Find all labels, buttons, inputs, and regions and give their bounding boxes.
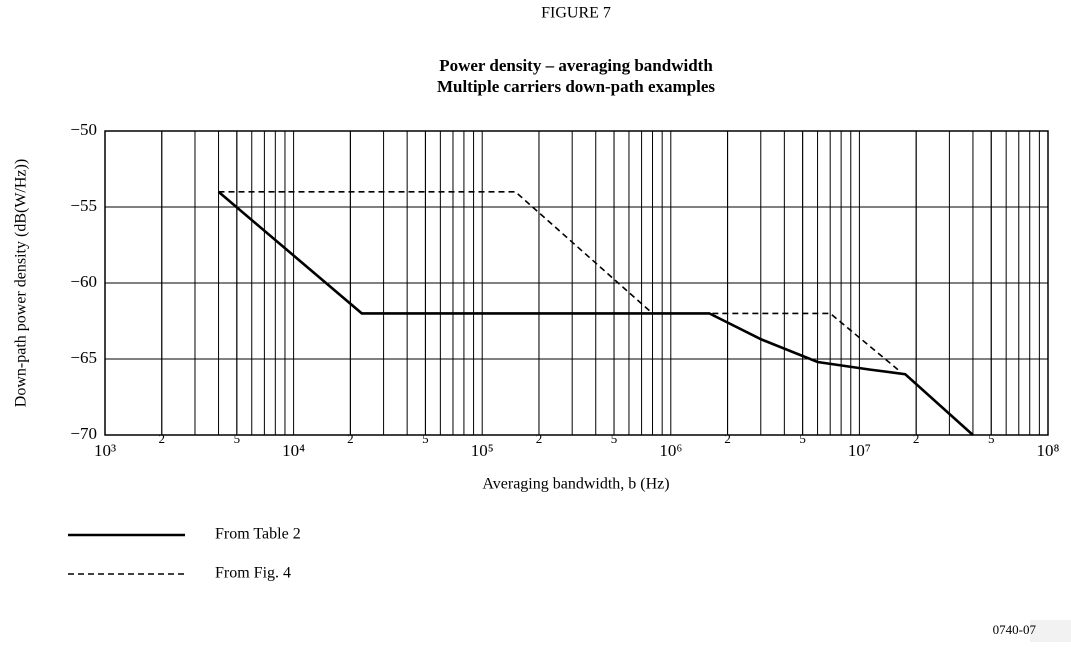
x-tick-label: 5	[422, 431, 429, 446]
figure-code: 0740-07	[993, 622, 1037, 637]
series-line	[217, 190, 974, 436]
chart-title: Power density – averaging bandwidth	[439, 56, 713, 75]
x-tick-label: 10⁴	[282, 441, 305, 460]
x-tick-label: 2	[913, 431, 920, 446]
x-tick-label: 5	[234, 431, 241, 446]
chart-subtitle: Multiple carriers down-path examples	[437, 77, 715, 96]
x-tick-label: 10⁶	[659, 441, 682, 460]
code-box	[1030, 620, 1071, 642]
x-tick-label: 10⁷	[848, 441, 871, 460]
legend-label: From Fig. 4	[215, 565, 291, 582]
x-tick-label: 2	[159, 431, 166, 446]
legend-label: From Table 2	[215, 526, 301, 543]
figure-label: FIGURE 7	[541, 5, 611, 22]
plot-frame	[104, 130, 1049, 436]
x-tick-label: 10⁸	[1037, 441, 1060, 460]
y-tick-label: −50	[70, 120, 97, 139]
x-tick-label: 10³	[94, 441, 116, 460]
x-axis-label: Averaging bandwidth, b (Hz)	[482, 476, 669, 493]
x-tick-label: 2	[536, 431, 543, 446]
y-tick-label: −60	[70, 272, 97, 291]
series-line	[218, 191, 899, 371]
y-axis-label: Down-path power density (dB(W/Hz))	[13, 159, 30, 407]
x-tick-label: 2	[724, 431, 731, 446]
x-tick-label: 5	[611, 431, 618, 446]
y-tick-label: −65	[70, 348, 97, 367]
x-tick-label: 2	[347, 431, 354, 446]
y-tick-label: −55	[70, 196, 97, 215]
x-tick-label: 5	[799, 431, 806, 446]
x-tick-label: 5	[988, 431, 995, 446]
y-tick-label: −70	[70, 424, 97, 443]
x-tick-label: 10⁵	[471, 441, 494, 460]
